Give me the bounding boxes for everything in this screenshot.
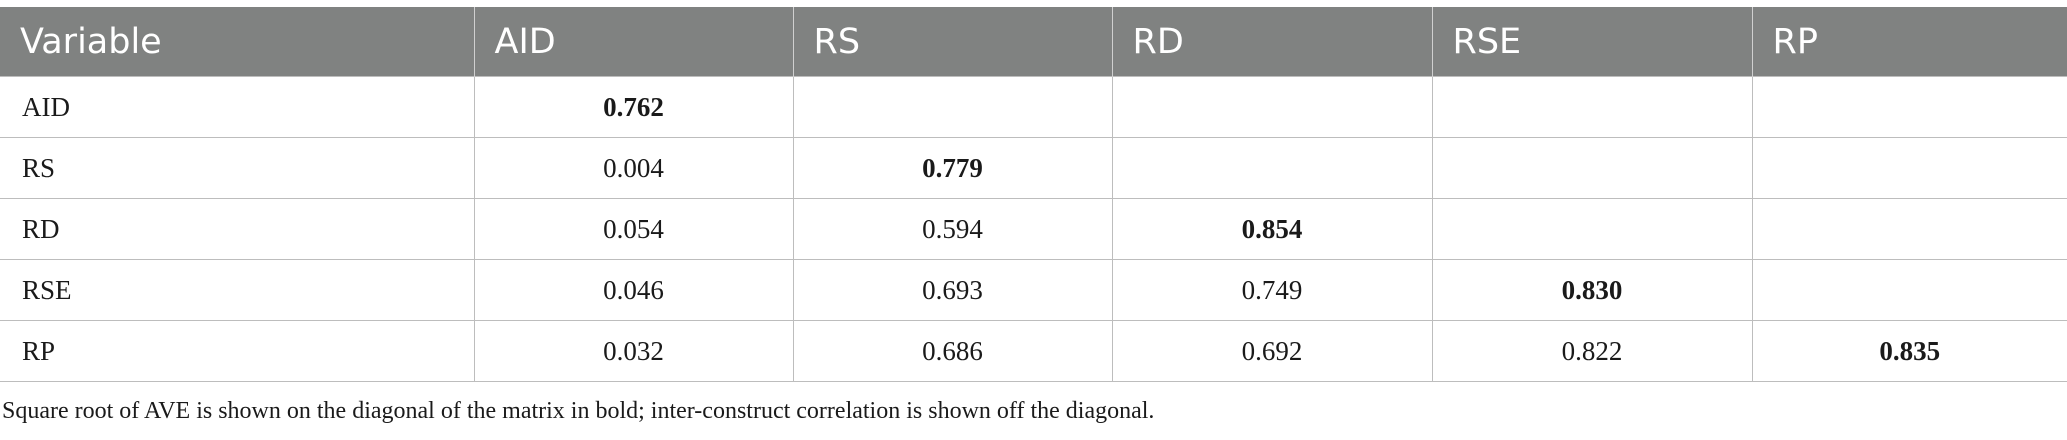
row-label: AID <box>0 76 475 138</box>
table-row: RD 0.054 0.594 0.854 <box>0 198 2067 260</box>
row-label: RP <box>0 320 475 382</box>
table-footnote: Square root of AVE is shown on the diago… <box>2 398 1155 424</box>
header-rp: RP <box>1752 7 2067 77</box>
table-cell: 0.054 <box>474 198 794 260</box>
table-cell: 0.830 <box>1432 259 1753 321</box>
table-cell <box>1752 259 2067 321</box>
table-cell <box>1432 137 1753 199</box>
table-cell: 0.693 <box>793 259 1113 321</box>
table-cell: 0.779 <box>793 137 1113 199</box>
header-aid: AID <box>474 7 794 77</box>
table-cell <box>1752 137 2067 199</box>
table-cell: 0.004 <box>474 137 794 199</box>
table-row: RSE 0.046 0.693 0.749 0.830 <box>0 259 2067 321</box>
table-cell: 0.822 <box>1432 320 1753 382</box>
table-cell: 0.046 <box>474 259 794 321</box>
header-rse: RSE <box>1432 7 1753 77</box>
table-cell <box>1432 198 1753 260</box>
correlation-matrix-table: Variable AID RS RD RSE RP AID 0.762 RS 0… <box>0 7 2067 382</box>
table-cell: 0.749 <box>1112 259 1433 321</box>
table-cell: 0.854 <box>1112 198 1433 260</box>
table-cell <box>1752 198 2067 260</box>
header-rd: RD <box>1112 7 1433 77</box>
table-cell <box>1112 137 1433 199</box>
correlation-table-container: Variable AID RS RD RSE RP AID 0.762 RS 0… <box>0 7 2067 382</box>
table-cell <box>1752 76 2067 138</box>
table-row: RP 0.032 0.686 0.692 0.822 0.835 <box>0 320 2067 382</box>
table-cell <box>793 76 1113 138</box>
row-label: RS <box>0 137 475 199</box>
table-cell: 0.686 <box>793 320 1113 382</box>
table-cell <box>1112 76 1433 138</box>
table-row: AID 0.762 <box>0 76 2067 138</box>
header-rs: RS <box>793 7 1113 77</box>
header-row: Variable AID RS RD RSE RP <box>0 7 2067 77</box>
table-cell: 0.032 <box>474 320 794 382</box>
table-cell: 0.762 <box>474 76 794 138</box>
table-cell: 0.692 <box>1112 320 1433 382</box>
row-label: RSE <box>0 259 475 321</box>
row-label: RD <box>0 198 475 260</box>
table-cell: 0.594 <box>793 198 1113 260</box>
header-variable: Variable <box>0 7 475 77</box>
table-cell: 0.835 <box>1752 320 2067 382</box>
table-row: RS 0.004 0.779 <box>0 137 2067 199</box>
table-cell <box>1432 76 1753 138</box>
